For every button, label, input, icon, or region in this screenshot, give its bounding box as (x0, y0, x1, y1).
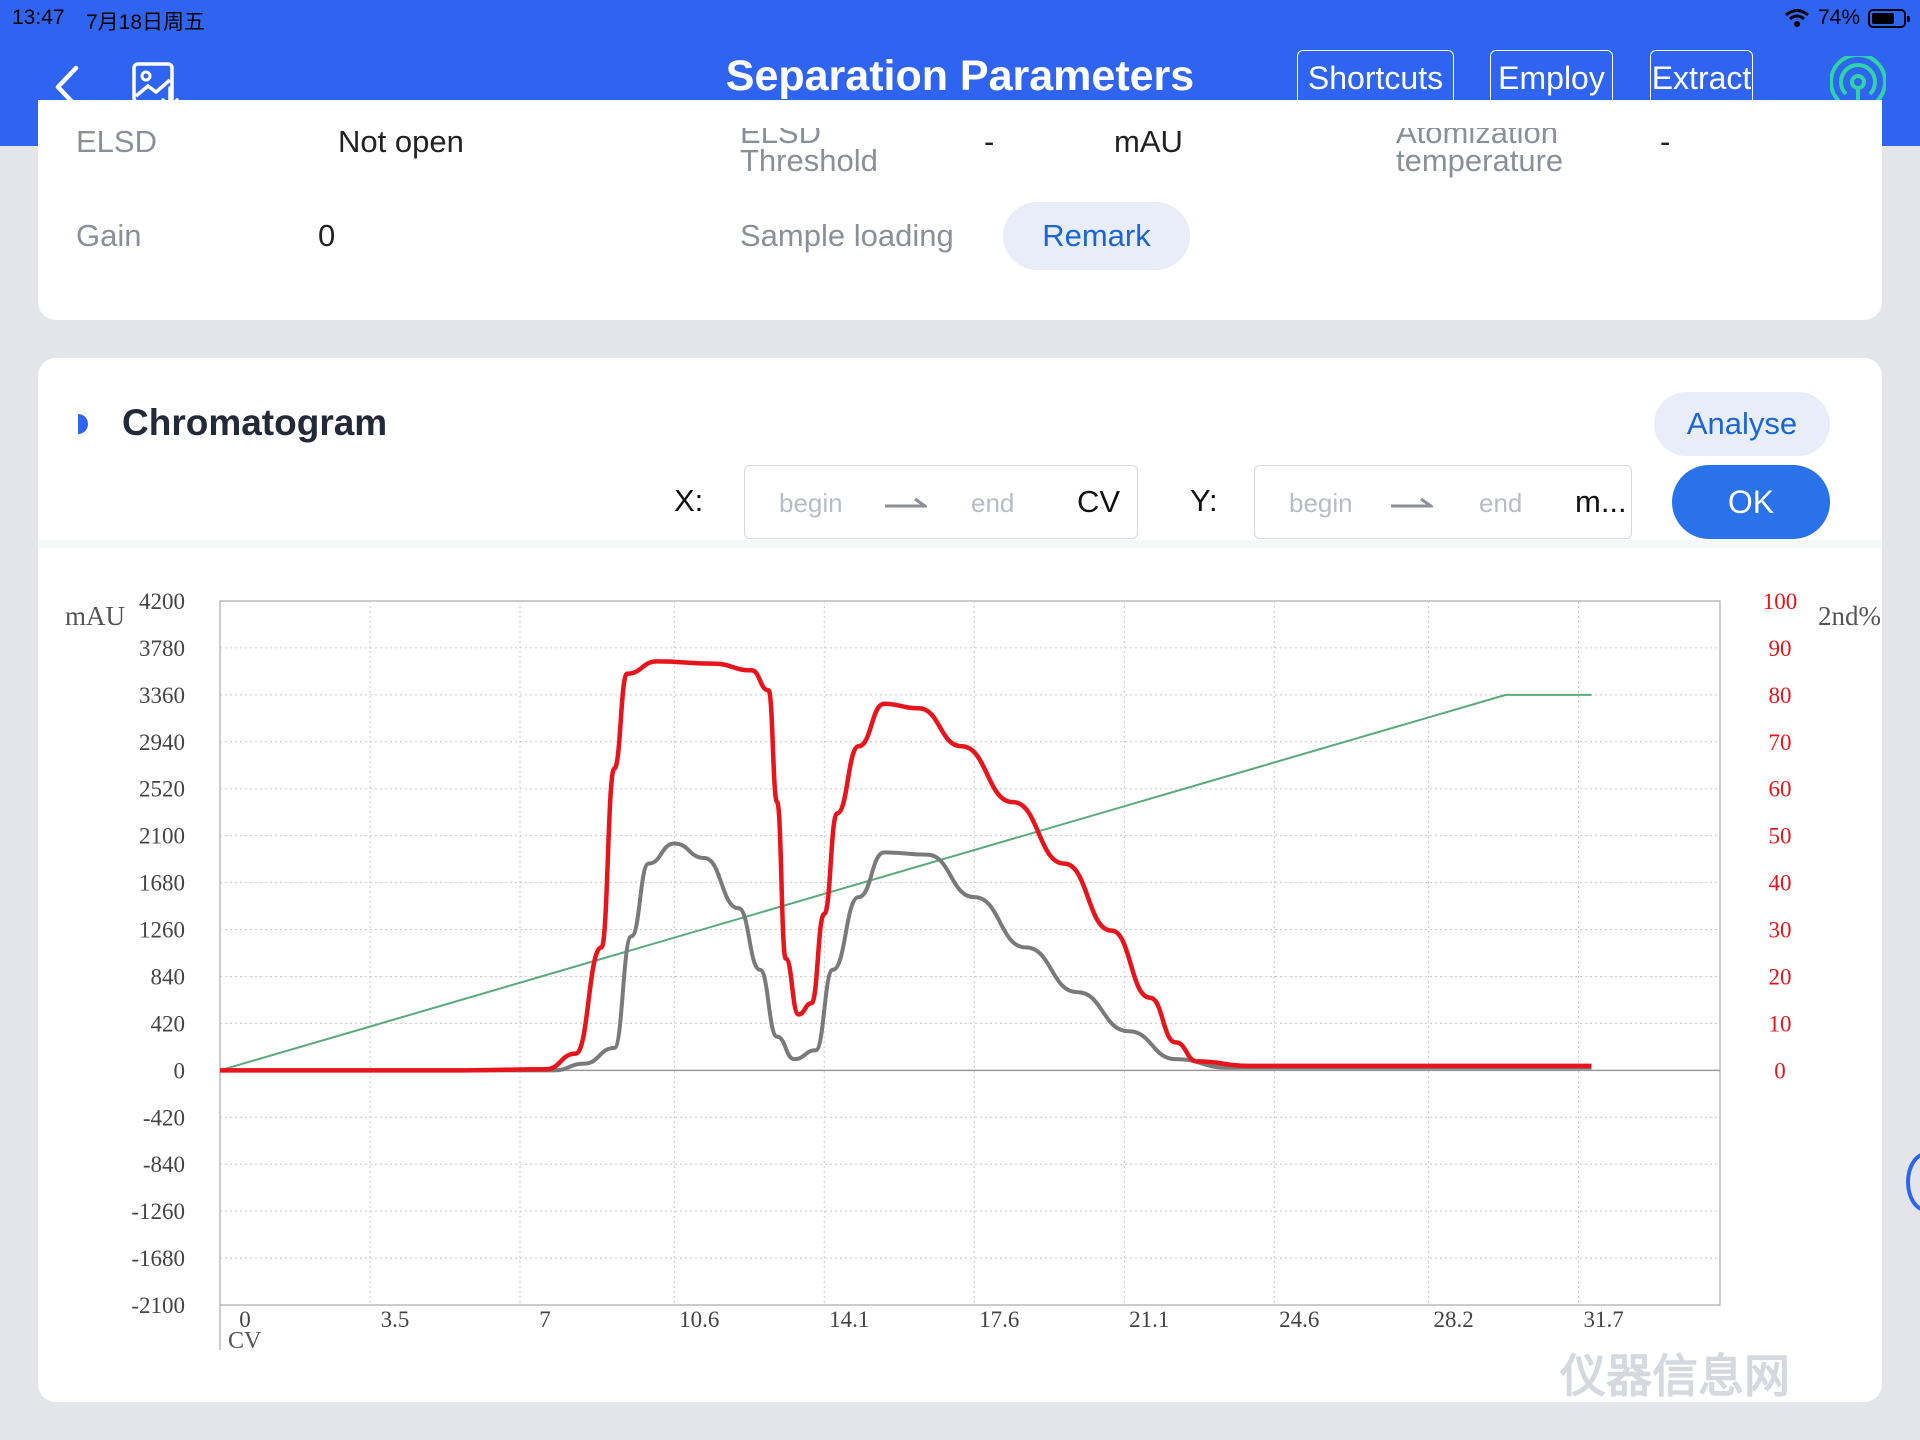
series-line-gray (220, 841, 1592, 1073)
y-tick-label: -1260 (131, 1199, 185, 1224)
section-marker-icon (78, 414, 88, 434)
x-tick-label: 0 (239, 1307, 251, 1332)
y-range-label: Y: (1190, 483, 1218, 518)
y-tick-label: 4200 (139, 589, 185, 614)
status-date: 7月18日周五 (86, 11, 206, 34)
extract-button[interactable]: Extract (1650, 50, 1753, 106)
x-unit: CV (1077, 484, 1121, 519)
atomization-label: temperature (1396, 143, 1564, 178)
series-line-red (220, 659, 1592, 1073)
y2-tick-label: 30 (1769, 918, 1792, 943)
y-begin-input[interactable]: begin (1289, 488, 1353, 518)
watermark: 仪器信息网 (1560, 1350, 1790, 1402)
y-tick-label: 2100 (139, 824, 185, 849)
battery-percent: 74% (1817, 6, 1860, 29)
back-button[interactable] (50, 62, 86, 112)
x-tick-label: 14.1 (829, 1307, 869, 1332)
y-tick-label: 2940 (139, 730, 185, 755)
gain-label: Gain (76, 218, 142, 253)
threshold-label: Threshold (740, 143, 878, 178)
chevron-left-icon (55, 65, 79, 109)
x-range-label: X: (674, 483, 704, 518)
analyse-button[interactable]: Analyse (1654, 392, 1830, 456)
ok-button[interactable]: OK (1672, 465, 1830, 539)
y-tick-label: 3780 (139, 636, 185, 661)
y2-tick-label: 90 (1769, 636, 1792, 661)
x-tick-label: 21.1 (1129, 1307, 1169, 1332)
y2-tick-label: 40 (1769, 871, 1792, 896)
employ-button[interactable]: Employ (1490, 50, 1613, 106)
chart-grid (219, 600, 1721, 1350)
gain-value: 0 (318, 218, 336, 253)
x-tick-label: 31.7 (1583, 1307, 1623, 1332)
parameters-card (38, 100, 1882, 320)
atomization-value: - (1660, 124, 1671, 159)
y-tick-label: -420 (143, 1105, 185, 1130)
threshold-unit: mAU (1114, 124, 1183, 159)
wifi-icon (1785, 9, 1809, 27)
y-tick-label: -2100 (131, 1293, 185, 1318)
y-tick-label: 420 (151, 1011, 186, 1036)
status-time: 13:47 (12, 6, 65, 29)
page-title: Separation Parameters (725, 52, 1195, 100)
toolbar-divider (38, 540, 1882, 548)
x-tick-label: 10.6 (679, 1307, 719, 1332)
x-begin-input[interactable]: begin (779, 488, 843, 518)
y-tick-label: -1680 (131, 1246, 185, 1271)
y-axis-label: mAU (65, 601, 125, 631)
x-tick-label: 24.6 (1279, 1307, 1319, 1332)
y-unit: m... (1575, 484, 1627, 519)
arrow-right-icon (1391, 497, 1433, 508)
y-tick-label: 840 (151, 964, 186, 989)
series-line-green (219, 693, 1592, 1072)
y2-tick-label: 80 (1769, 683, 1792, 708)
y2-tick-label: 20 (1769, 964, 1792, 989)
x-tick-label: 7 (539, 1307, 551, 1332)
x-end-input[interactable]: end (971, 488, 1015, 518)
chromatogram-title: Chromatogram (122, 402, 388, 443)
remark-button[interactable]: Remark (1003, 202, 1190, 270)
plot-border (219, 600, 1721, 1306)
status-right: 74% (1784, 6, 1910, 30)
y2-tick-label: 70 (1769, 730, 1792, 755)
y2-axis-label: 2nd% (1818, 601, 1881, 631)
y2-tick-label: 50 (1769, 824, 1792, 849)
chart-series (219, 659, 1592, 1073)
y-tick-label: -840 (143, 1152, 185, 1177)
y-axis-ticks: 420037803360294025202100168012608404200-… (131, 589, 185, 1318)
atomization-label-top: Atomization (1396, 128, 1558, 144)
sample-loading-label: Sample loading (740, 218, 954, 253)
y-range-box: begin end m... (1254, 465, 1632, 539)
arrow-right-icon (885, 497, 927, 508)
threshold-label-top: ELSD (740, 128, 821, 144)
x-axis-ticks: 0 3.5 7 10.6 14.1 17.6 21.1 24.6 28.2 31.7 (239, 1307, 1623, 1332)
threshold-value: - (984, 124, 995, 159)
y-tick-label: 1260 (139, 918, 185, 943)
y-tick-label: 3360 (139, 683, 185, 708)
elsd-value: Not open (338, 124, 464, 159)
x-tick-label: 17.6 (979, 1307, 1019, 1332)
battery-icon (1868, 8, 1910, 28)
shortcuts-button[interactable]: Shortcuts (1297, 50, 1454, 106)
x-tick-label: 28.2 (1433, 1307, 1473, 1332)
y-tick-label: 0 (174, 1058, 186, 1083)
y2-tick-label: 0 (1774, 1058, 1786, 1083)
x-axis-label: CV (228, 1328, 262, 1354)
y-tick-label: 2520 (139, 777, 185, 802)
chromatogram-chart[interactable]: 420037803360294025202100168012608404200-… (0, 560, 1920, 1360)
x-range-box: begin end CV (744, 465, 1138, 539)
elsd-label: ELSD (76, 124, 157, 159)
y2-tick-label: 60 (1769, 777, 1792, 802)
y-end-input[interactable]: end (1479, 488, 1523, 518)
x-tick-label: 3.5 (381, 1307, 410, 1332)
y2-tick-label: 10 (1769, 1011, 1792, 1036)
y2-tick-label: 100 (1763, 589, 1798, 614)
y-tick-label: 1680 (139, 871, 185, 896)
